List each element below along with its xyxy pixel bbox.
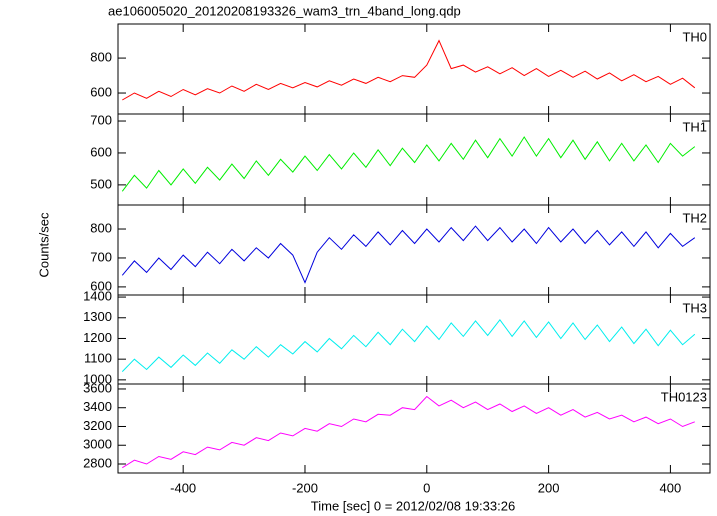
y-axis-label: Counts/sec: [36, 212, 51, 278]
data-line: [122, 395, 695, 469]
y-tick-label: 3000: [83, 437, 112, 452]
y-tick-label: 1200: [83, 330, 112, 345]
panel-label: TH0123: [661, 389, 707, 404]
y-tick-label: 1400: [83, 289, 112, 304]
panel-frame: [117, 294, 711, 385]
y-tick-label: 2800: [83, 455, 112, 470]
y-tick-label: 3200: [83, 418, 112, 433]
y-tick-label: 800: [90, 220, 112, 235]
y-tick-label: 600: [90, 278, 112, 293]
x-axis-label: Time [sec] 0 = 2012/02/08 19:33:26: [311, 498, 515, 513]
y-tick-label: 700: [90, 112, 112, 127]
panel-frame: [117, 23, 711, 115]
x-tick-label: 0: [423, 480, 430, 495]
x-tick-label: -400: [170, 480, 196, 495]
y-tick-label: 1100: [84, 351, 112, 366]
y-tick-label: 700: [90, 249, 112, 264]
x-tick-label: -200: [292, 480, 318, 495]
y-tick-label: 600: [90, 84, 112, 99]
panel-label: TH0: [682, 29, 707, 44]
y-tick-label: 500: [90, 176, 112, 191]
y-tick-label: 1000: [83, 371, 112, 386]
y-tick-label: 3600: [83, 380, 112, 395]
x-tick-label: 200: [538, 480, 560, 495]
data-line: [121, 318, 696, 372]
data-line: [121, 136, 696, 192]
panel-label: TH2: [682, 210, 707, 225]
panel-frame: [117, 383, 711, 474]
panel-label: TH1: [682, 119, 707, 134]
y-tick-label: 1300: [83, 309, 112, 324]
y-tick-label: 800: [90, 50, 112, 65]
data-line: [121, 225, 696, 284]
y-tick-label: 3400: [83, 399, 112, 414]
panel-frame: [117, 204, 711, 296]
y-tick-label: 600: [90, 144, 112, 159]
data-line: [122, 39, 696, 101]
panel-frame: [117, 113, 711, 206]
chart-title: ae106005020_20120208193326_wam3_trn_4ban…: [108, 3, 461, 18]
panel-label: TH3: [682, 300, 707, 315]
x-tick-label: 400: [660, 480, 682, 495]
